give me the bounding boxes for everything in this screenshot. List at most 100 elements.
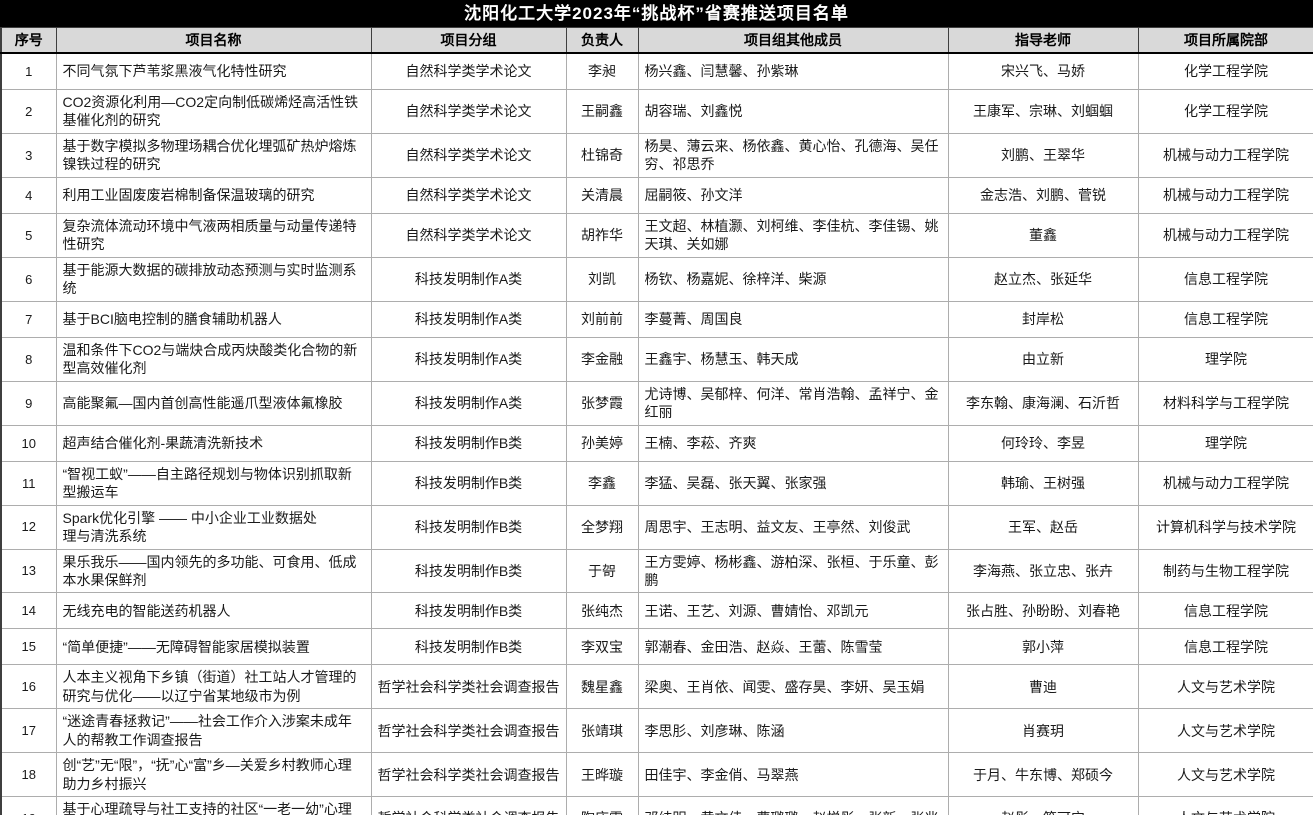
cell-no: 7 <box>0 300 57 338</box>
cell-no: 10 <box>0 424 57 462</box>
cell-members: 李蔓菁、周国良 <box>637 300 949 338</box>
cell-group: 哲学社会科学类社会调查报告 <box>370 708 567 754</box>
cell-teachers: 郭小萍 <box>947 628 1139 666</box>
header-teachers: 指导老师 <box>947 27 1139 54</box>
table-row: 2 CO2资源化利用—CO2定向制低碳烯烃高活性铁基催化剂的研究 自然科学类学术… <box>0 89 1313 134</box>
cell-college: 化学工程学院 <box>1137 89 1313 134</box>
cell-teachers: 王军、赵岳 <box>947 504 1139 550</box>
table-row: 6 基于能源大数据的碳排放动态预测与实时监测系统 科技发明制作A类 刘凯 杨钦、… <box>0 256 1313 302</box>
cell-leader: 于哿 <box>565 548 639 594</box>
cell-members: 王鑫宇、杨慧玉、韩天成 <box>637 336 949 382</box>
cell-project-name: 不同气氛下芦苇浆黑液气化特性研究 <box>55 52 372 90</box>
cell-college: 人文与艺术学院 <box>1137 664 1313 710</box>
cell-college: 理学院 <box>1137 424 1313 462</box>
table-row: 3 基于数字模拟多物理场耦合优化埋弧矿热炉熔炼镍铁过程的研究 自然科学类学术论文… <box>0 132 1313 178</box>
header-no: 序号 <box>0 27 57 54</box>
table-row: 18 创“艺”无“限”，“抚”心“富”乡—关爱乡村教师心理助力乡村振兴 哲学社会… <box>0 752 1313 798</box>
cell-group: 自然科学类学术论文 <box>370 176 567 214</box>
cell-no: 14 <box>0 592 57 630</box>
cell-leader: 魏星鑫 <box>565 664 639 710</box>
cell-no: 4 <box>0 176 57 214</box>
cell-no: 3 <box>0 132 57 178</box>
cell-project-name: 基于数字模拟多物理场耦合优化埋弧矿热炉熔炼镍铁过程的研究 <box>55 132 372 178</box>
cell-college: 机械与动力工程学院 <box>1137 212 1313 258</box>
cell-college: 计算机科学与技术学院 <box>1137 504 1313 550</box>
table-row: 16 人本主义视角下乡镇（街道）社工站人才管理的研究与优化——以辽宁省某地级市为… <box>0 664 1313 710</box>
table-row: 13 果乐我乐——国内领先的多功能、可食用、低成本水果保鲜剂 科技发明制作B类 … <box>0 548 1313 594</box>
table-row: 19 基于心理疏导与社工支持的社区“一老一幼”心理健康服务体系建设 哲学社会科学… <box>0 796 1313 815</box>
projects-table: 序号 项目名称 项目分组 负责人 项目组其他成员 指导老师 项目所属院部 1 不… <box>0 27 1313 815</box>
cell-no: 16 <box>0 664 57 710</box>
cell-leader: 刘前前 <box>565 300 639 338</box>
table-body: 1 不同气氛下芦苇浆黑液气化特性研究 自然科学类学术论文 李昶 杨兴鑫、闫慧馨、… <box>0 52 1313 815</box>
cell-college: 制药与生物工程学院 <box>1137 548 1313 594</box>
table-row: 8 温和条件下CO2与端炔合成丙炔酸类化合物的新型高效催化剂 科技发明制作A类 … <box>0 336 1313 382</box>
cell-project-name: 温和条件下CO2与端炔合成丙炔酸类化合物的新型高效催化剂 <box>55 336 372 382</box>
cell-leader: 杜锦奇 <box>565 132 639 178</box>
table-row: 11 “智视工蚁”——自主路径规划与物体识别抓取新型搬运车 科技发明制作B类 李… <box>0 460 1313 506</box>
cell-college: 机械与动力工程学院 <box>1137 132 1313 178</box>
cell-group: 科技发明制作A类 <box>370 380 567 426</box>
cell-project-name: 基于BCI脑电控制的膳食辅助机器人 <box>55 300 372 338</box>
cell-group: 哲学社会科学类社会调查报告 <box>370 664 567 710</box>
cell-no: 13 <box>0 548 57 594</box>
cell-project-name: “简单便捷”——无障碍智能家居模拟装置 <box>55 628 372 666</box>
cell-group: 科技发明制作A类 <box>370 300 567 338</box>
cell-group: 科技发明制作B类 <box>370 628 567 666</box>
cell-leader: 李鑫 <box>565 460 639 506</box>
cell-teachers: 赵立杰、张延华 <box>947 256 1139 302</box>
cell-group: 科技发明制作A类 <box>370 256 567 302</box>
cell-college: 材料科学与工程学院 <box>1137 380 1313 426</box>
cell-leader: 王嗣鑫 <box>565 89 639 134</box>
header-members: 项目组其他成员 <box>637 27 949 54</box>
cell-project-name: 基于心理疏导与社工支持的社区“一老一幼”心理健康服务体系建设 <box>55 796 372 815</box>
cell-members: 屈嗣筱、孙文洋 <box>637 176 949 214</box>
header-leader: 负责人 <box>565 27 639 54</box>
cell-leader: 刘凯 <box>565 256 639 302</box>
cell-teachers: 肖赛玥 <box>947 708 1139 754</box>
cell-members: 李思肜、刘彦琳、陈涵 <box>637 708 949 754</box>
table-row: 1 不同气氛下芦苇浆黑液气化特性研究 自然科学类学术论文 李昶 杨兴鑫、闫慧馨、… <box>0 52 1313 90</box>
cell-project-name: 无线充电的智能送药机器人 <box>55 592 372 630</box>
cell-members: 梁奥、王肖依、闻雯、盛存昊、李妍、吴玉娟 <box>637 664 949 710</box>
cell-leader: 张梦霞 <box>565 380 639 426</box>
cell-project-name: “智视工蚁”——自主路径规划与物体识别抓取新型搬运车 <box>55 460 372 506</box>
table-row: 14 无线充电的智能送药机器人 科技发明制作B类 张纯杰 王诺、王艺、刘源、曹婧… <box>0 592 1313 630</box>
cell-members: 郭潮春、金田浩、赵焱、王蕾、陈雪莹 <box>637 628 949 666</box>
cell-members: 周思宇、王志明、益文友、王亭然、刘俊武 <box>637 504 949 550</box>
cell-project-name: 超声结合催化剂-果蔬清洗新技术 <box>55 424 372 462</box>
cell-members: 李猛、吴磊、张天翼、张家强 <box>637 460 949 506</box>
cell-no: 5 <box>0 212 57 258</box>
cell-leader: 李金融 <box>565 336 639 382</box>
cell-group: 自然科学类学术论文 <box>370 132 567 178</box>
cell-group: 科技发明制作B类 <box>370 504 567 550</box>
cell-teachers: 曹迪 <box>947 664 1139 710</box>
cell-no: 9 <box>0 380 57 426</box>
cell-college: 信息工程学院 <box>1137 300 1313 338</box>
cell-project-name: Spark优化引擎 —— 中小企业工业数据处 理与清洗系统 <box>55 504 372 550</box>
cell-members: 胡容瑞、刘鑫悦 <box>637 89 949 134</box>
cell-leader: 关清晨 <box>565 176 639 214</box>
cell-college: 机械与动力工程学院 <box>1137 176 1313 214</box>
cell-college: 信息工程学院 <box>1137 256 1313 302</box>
cell-teachers: 宋兴飞、马娇 <box>947 52 1139 90</box>
cell-project-name: 复杂流体流动环境中气液两相质量与动量传递特性研究 <box>55 212 372 258</box>
table-row: 5 复杂流体流动环境中气液两相质量与动量传递特性研究 自然科学类学术论文 胡祚华… <box>0 212 1313 258</box>
cell-leader: 张纯杰 <box>565 592 639 630</box>
cell-project-name: “迷途青春拯救记”——社会工作介入涉案未成年人的帮教工作调查报告 <box>55 708 372 754</box>
cell-members: 王楠、李菘、齐爽 <box>637 424 949 462</box>
cell-college: 信息工程学院 <box>1137 592 1313 630</box>
table-row: 4 利用工业固废废岩棉制备保温玻璃的研究 自然科学类学术论文 关清晨 屈嗣筱、孙… <box>0 176 1313 214</box>
cell-teachers: 张占胜、孙盼盼、刘春艳 <box>947 592 1139 630</box>
cell-group: 科技发明制作B类 <box>370 424 567 462</box>
cell-group: 自然科学类学术论文 <box>370 212 567 258</box>
cell-project-name: CO2资源化利用—CO2定向制低碳烯烃高活性铁基催化剂的研究 <box>55 89 372 134</box>
cell-project-name: 高能聚氟—国内首创高性能遥爪型液体氟橡胶 <box>55 380 372 426</box>
cell-members: 尤诗博、吴郁梓、何洋、常肖浩翰、孟祥宁、金红丽 <box>637 380 949 426</box>
cell-group: 哲学社会科学类社会调查报告 <box>370 752 567 798</box>
cell-leader: 陶庆雯 <box>565 796 639 815</box>
cell-members: 杨钦、杨嘉妮、徐梓洋、柴源 <box>637 256 949 302</box>
cell-teachers: 刘鹏、王翠华 <box>947 132 1139 178</box>
cell-college: 信息工程学院 <box>1137 628 1313 666</box>
